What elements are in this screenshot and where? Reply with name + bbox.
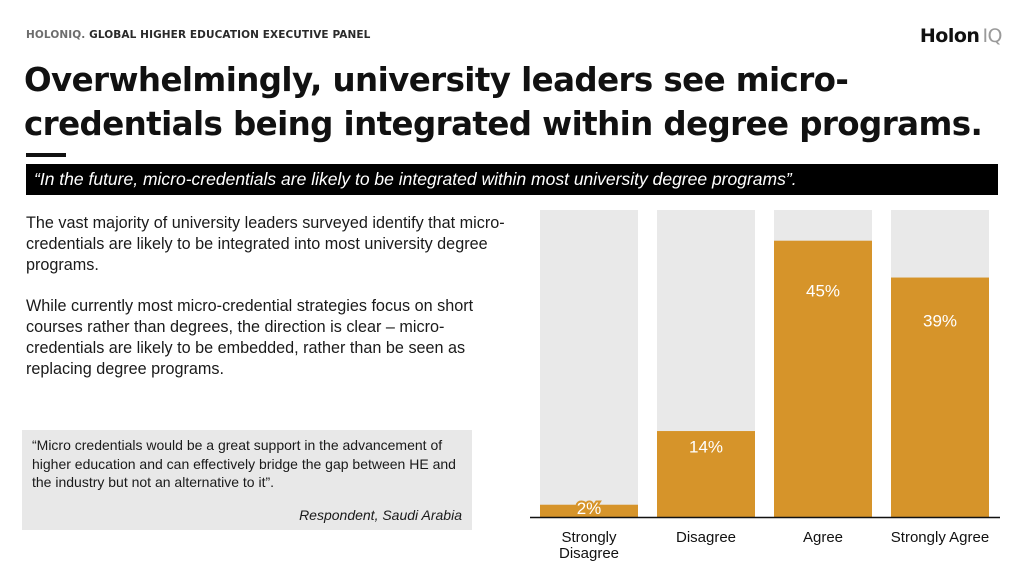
respondent-quote-source: Respondent, Saudi Arabia <box>299 507 462 523</box>
banner-quote: “In the future, micro-credentials are li… <box>26 164 998 195</box>
category-label-strongly-disagree-line-1: Strongly <box>561 529 617 546</box>
bar-disagree <box>657 431 755 517</box>
page-title: Overwhelmingly, university leaders see m… <box>24 61 983 143</box>
logo-suffix: IQ <box>982 25 1002 47</box>
respondent-quote-text: “Micro credentials would be a great supp… <box>32 437 456 490</box>
title-underline <box>26 153 66 157</box>
category-label-strongly-disagree-line-2: Disagree <box>559 545 619 562</box>
panel-kicker: HOLONIQ. GLOBAL HIGHER EDUCATION EXECUTI… <box>26 29 370 41</box>
logo-word: Holon <box>919 25 980 47</box>
category-label-agree: Agree <box>803 529 843 546</box>
body-paragraph-2: While currently most micro-credential st… <box>26 297 474 378</box>
kicker-brand: HOLONIQ. <box>26 29 86 41</box>
chart-canvas: 2%StronglyDisagree14%Disagree45%Agree39%… <box>530 210 1000 562</box>
data-label-strongly-agree: 39% <box>923 312 957 331</box>
bar-strongly-agree <box>891 277 989 517</box>
respondent-quote-box: “Micro credentials would be a great supp… <box>22 430 472 530</box>
kicker-panel-name: GLOBAL HIGHER EDUCATION EXECUTIVE PANEL <box>89 29 371 41</box>
body-paragraph-1: The vast majority of university leaders … <box>26 214 505 274</box>
category-label-disagree: Disagree <box>676 529 736 546</box>
data-label-agree: 45% <box>806 281 840 300</box>
category-label-strongly-agree: Strongly Agree <box>891 529 989 546</box>
agreement-bar-chart: 2% Strongly Disagree 14% Disagree 45% Agree 39%… <box>530 205 1010 570</box>
holoniq-logo: Holon IQ <box>919 25 1003 47</box>
data-label-strongly-disagree: 2% <box>577 499 602 518</box>
bar-strongly-disagree <box>540 504 638 517</box>
bar-track-strongly-disagree <box>540 210 638 517</box>
data-label-disagree: 14% <box>689 438 723 457</box>
bar-agree <box>774 240 872 517</box>
